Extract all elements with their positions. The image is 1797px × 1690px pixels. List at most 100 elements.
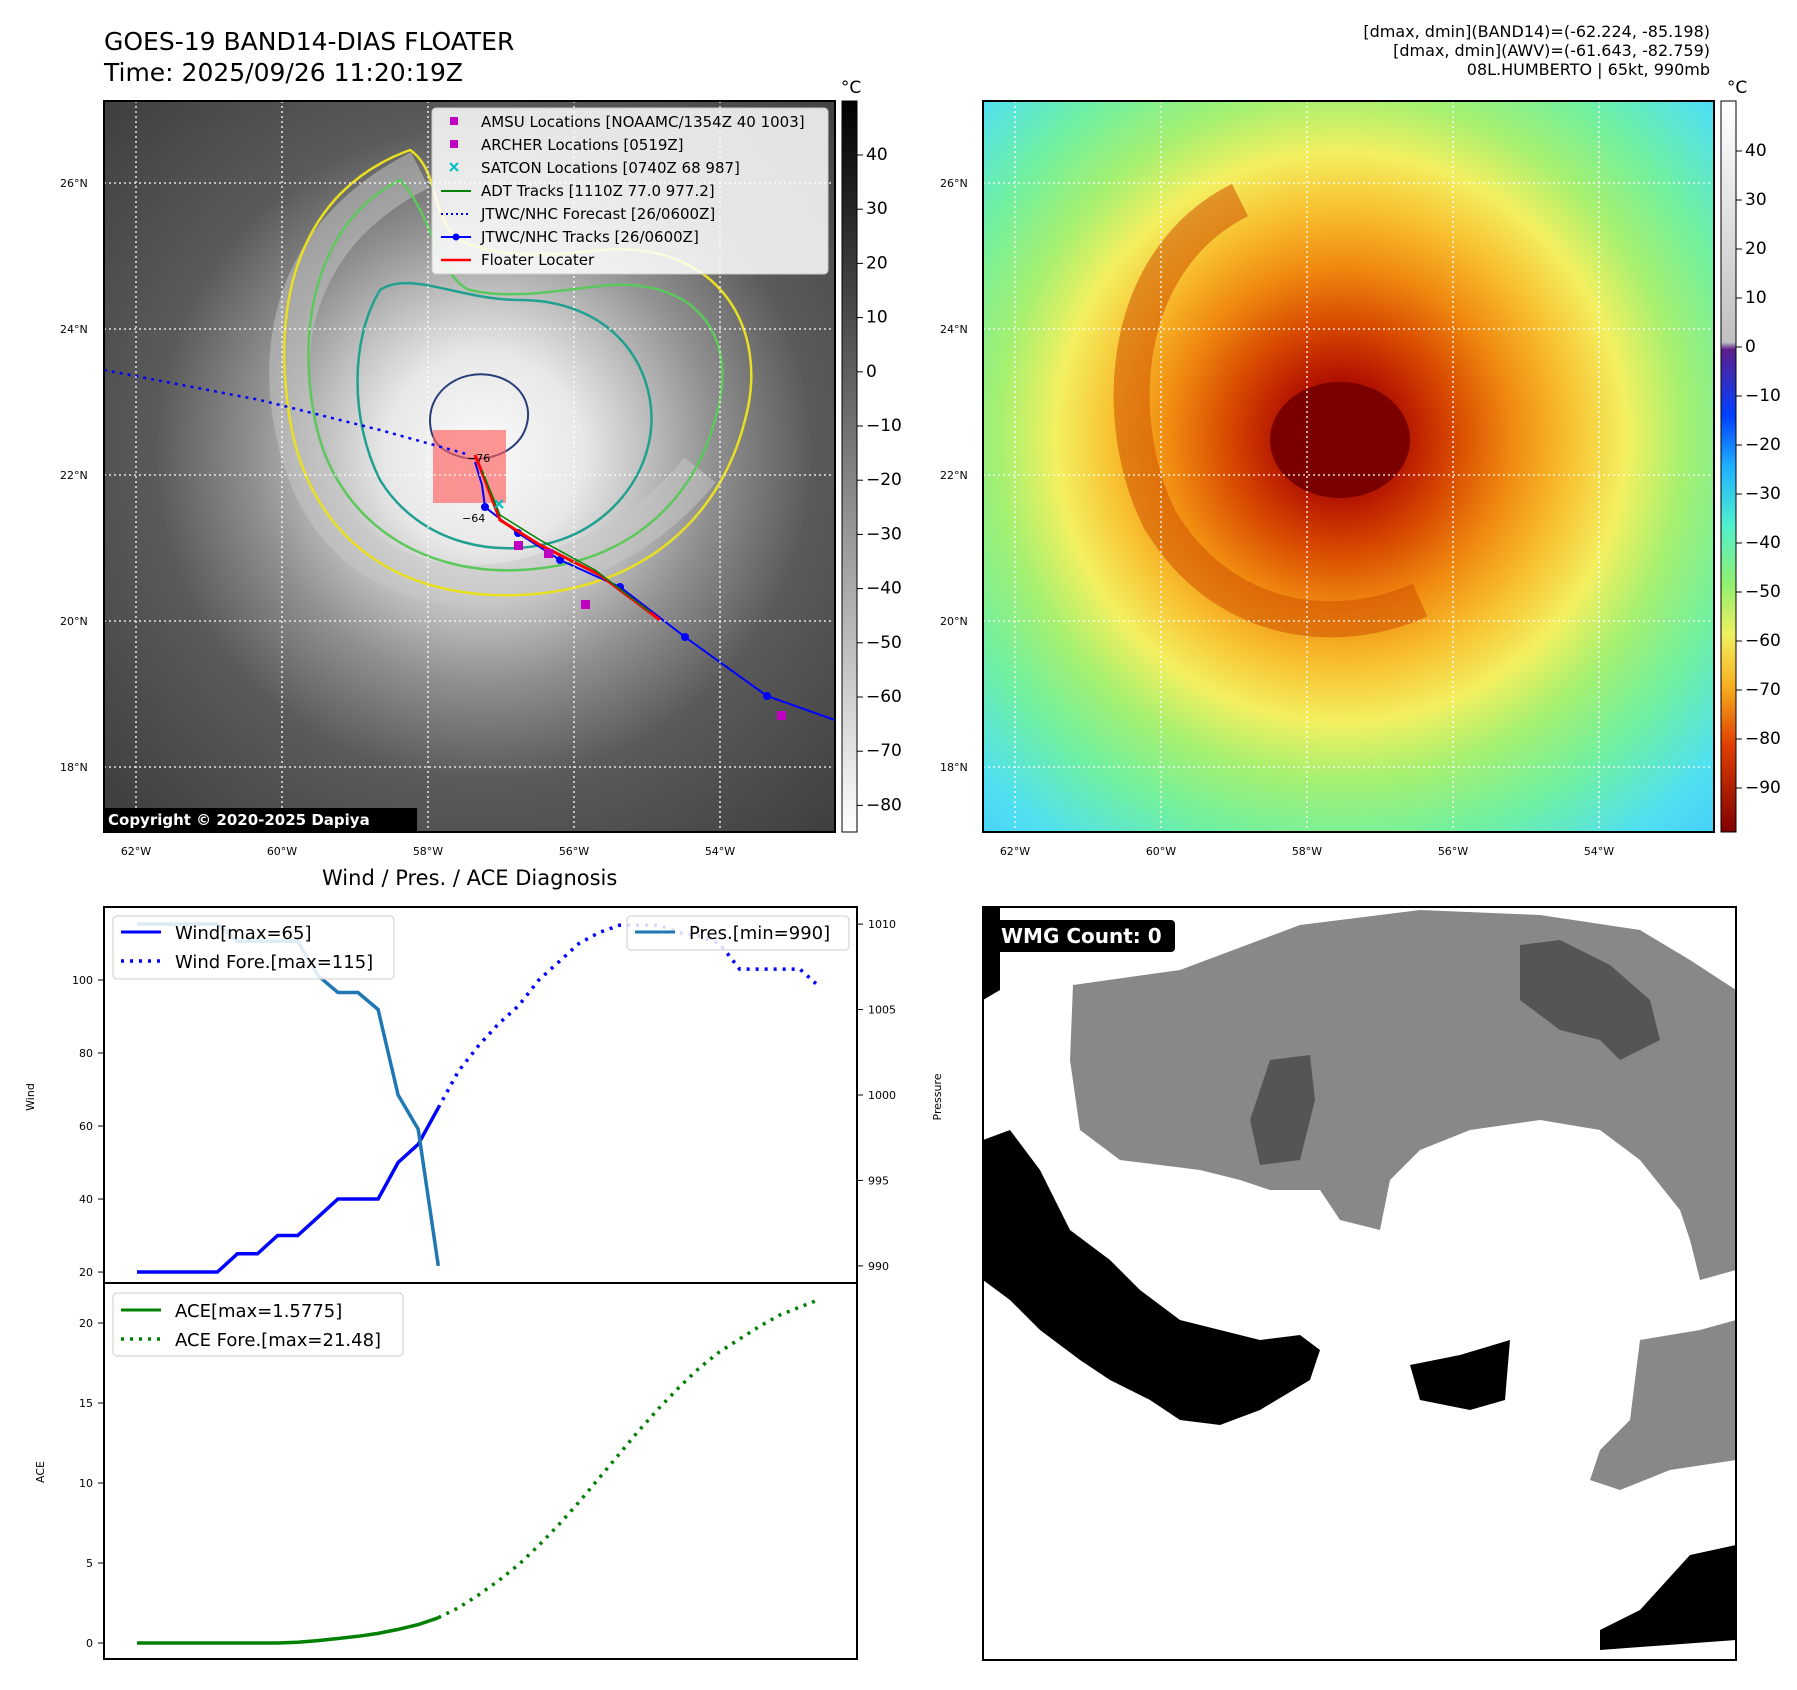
- title-line-1: GOES-19 BAND14-DIAS FLOATER: [104, 27, 515, 56]
- ace-series-line: [137, 1616, 439, 1645]
- awv-frame: [982, 100, 1715, 833]
- legend-amsu: AMSU Locations [NOAAMC/1354Z 40 1003]: [481, 113, 805, 131]
- ir-lat-label: 22°N: [60, 469, 88, 482]
- wind-tick-label: 80: [79, 1047, 93, 1060]
- ir-colorbar-tick-label: −70: [866, 741, 902, 761]
- pres-ticks: 990 995 1000 1005 1010: [857, 918, 896, 1273]
- ir-colorbar-tick-label: 40: [866, 145, 888, 165]
- awv-colorbar-tick-label: −60: [1745, 631, 1781, 651]
- wind-tick-label: 60: [79, 1120, 93, 1133]
- legend-jtwc-tracks: JTWC/NHC Tracks [26/0600Z]: [480, 228, 699, 246]
- legend-wind: Wind[max=65]: [175, 923, 312, 944]
- ir-lon-label: 60°W: [267, 845, 297, 858]
- awv-range: [dmax, dmin](AWV)=(-61.643, -82.759): [1393, 41, 1710, 60]
- wmg-panel: WMG Count: 0: [982, 906, 1737, 1661]
- wind-ylabel: Wind: [24, 1083, 37, 1111]
- ir-lat-label: 24°N: [60, 323, 88, 336]
- legend-wind-fore: Wind Fore.[max=115]: [175, 952, 373, 973]
- awv-colorbar-tick-label: −10: [1745, 386, 1781, 406]
- contour-teal: [356, 281, 653, 550]
- wmg-darkgray-1: [1520, 940, 1660, 1060]
- contour-label-64: −64: [462, 512, 485, 525]
- wmg-black-arm: [983, 1130, 1320, 1425]
- wmg-black-corner: [1600, 1545, 1736, 1650]
- ir-colorbar-tick-label: −40: [866, 579, 902, 599]
- legend-archer: ARCHER Locations [0519Z]: [481, 136, 684, 154]
- awv-lon-label: 62°W: [1000, 845, 1030, 858]
- awv-lon-label: 56°W: [1438, 845, 1468, 858]
- awv-colorbar-tick-label: −40: [1745, 533, 1781, 553]
- ir-colorbar-tick-label: −50: [866, 633, 902, 653]
- band14-range: [dmax, dmin](BAND14)=(-62.224, -85.198): [1363, 22, 1710, 41]
- ace-tick-label: 20: [79, 1317, 93, 1330]
- awv-lon-label: 60°W: [1146, 845, 1176, 858]
- legend-ace: ACE[max=1.5775]: [175, 1301, 342, 1322]
- awv-colorbar-tick-label: 20: [1745, 239, 1767, 259]
- wmg-darkgray-2: [1250, 1055, 1315, 1165]
- awv-colorbar-ticks: 40 30 20 10 0 −10 −20 −30 −40 −50 −60 −70 −80 −90: [1736, 141, 1781, 798]
- figure-title: GOES-19 BAND14-DIAS FLOATER Time: 2025/0…: [104, 26, 514, 88]
- awv-panel: 26°N 24°N 22°N 20°N 18°N 62°W 60°W 58°W …: [940, 78, 1781, 858]
- pres-tick-label: 995: [868, 1174, 889, 1187]
- ace-tick-label: 15: [79, 1397, 93, 1410]
- awv-colorbar-tick-label: 40: [1745, 141, 1767, 161]
- ir-colorbar-tick-label: −20: [866, 470, 902, 490]
- wmg-count-badge: [993, 920, 1175, 952]
- wmg-count-text: WMG Count: 0: [1001, 924, 1162, 948]
- pres-tick-label: 1005: [868, 1004, 896, 1017]
- awv-colorbar-tick-label: −70: [1745, 680, 1781, 700]
- ir-colorbar-unit: °C: [841, 78, 861, 98]
- ace-lines: [137, 1297, 821, 1645]
- adt-track-line: [481, 469, 651, 613]
- archer-box: [433, 430, 506, 503]
- diagnosis-panel: 20 40 60 80 100 990 995 1000 1005 1010 0 5 10 15 20 …: [24, 906, 944, 1660]
- ace-ticks: 0 5 10 15 20: [79, 1317, 104, 1650]
- wind-ticks: 20 40 60 80 100: [72, 974, 104, 1279]
- ir-lon-label: 56°W: [559, 845, 589, 858]
- ir-lon-label: 58°W: [413, 845, 443, 858]
- copyright-text: Copyright © 2020-2025 Dapiya: [108, 811, 370, 829]
- pres-tick-label: 1000: [868, 1089, 896, 1102]
- ir-lat-label: 20°N: [60, 615, 88, 628]
- diagnosis-title: Wind / Pres. / ACE Diagnosis: [322, 866, 618, 890]
- ace-fore-series-line: [437, 1297, 821, 1620]
- legend-adt: ADT Tracks [1110Z 77.0 977.2]: [481, 182, 715, 200]
- ir-legend: AMSU Locations [NOAAMC/1354Z 40 1003] AR…: [431, 107, 829, 275]
- wind-tick-label: 40: [79, 1193, 93, 1206]
- ace-tick-label: 10: [79, 1477, 93, 1490]
- wind-tick-label: 100: [72, 974, 93, 987]
- ir-colorbar-tick-label: −10: [866, 416, 902, 436]
- wind-series-line: [137, 1106, 440, 1274]
- ir-colorbar-tick-label: −60: [866, 687, 902, 707]
- legend-satcon: SATCON Locations [0740Z 68 987]: [481, 159, 740, 177]
- awv-colorbar-tick-label: 30: [1745, 190, 1767, 210]
- ir-colorbar-tick-label: −30: [866, 524, 902, 544]
- jtwc-forecast-line: [104, 368, 471, 457]
- contour-green: [307, 178, 724, 572]
- awv-lat-label: 20°N: [940, 615, 968, 628]
- awv-lat-label: 24°N: [940, 323, 968, 336]
- ir-colorbar: [841, 100, 858, 833]
- ir-frame: [103, 100, 836, 833]
- floater-locater-line: [473, 454, 661, 622]
- legend-jtwc-forecast: JTWC/NHC Forecast [26/0600Z]: [480, 205, 715, 223]
- legend-pres: Pres.[min=990]: [689, 923, 830, 944]
- satcon-markers: [494, 499, 504, 509]
- contour-label-76: −76: [467, 452, 490, 465]
- awv-lat-label: 26°N: [940, 177, 968, 190]
- wmg-gray-lower: [1590, 1320, 1736, 1490]
- wind-tick-label: 20: [79, 1266, 93, 1279]
- awv-colorbar-tick-label: −50: [1745, 582, 1781, 602]
- ir-lon-label: 62°W: [121, 845, 151, 858]
- ir-colorbar-ticks: 40 30 20 10 0 −10 −20 −30 −40 −50 −60 −70 −80: [857, 145, 902, 815]
- awv-colorbar-tick-label: −80: [1745, 729, 1781, 749]
- jtwc-track-points: [481, 503, 771, 700]
- awv-colorbar-unit: °C: [1727, 78, 1747, 98]
- legend-ace-fore: ACE Fore.[max=21.48]: [175, 1330, 381, 1351]
- ir-lat-label: 18°N: [60, 761, 88, 774]
- awv-colorbar: [1720, 100, 1737, 833]
- awv-gridlines: [983, 101, 1714, 832]
- pressure-ylabel: Pressure: [931, 1073, 944, 1120]
- wmg-black-blob: [1410, 1340, 1510, 1410]
